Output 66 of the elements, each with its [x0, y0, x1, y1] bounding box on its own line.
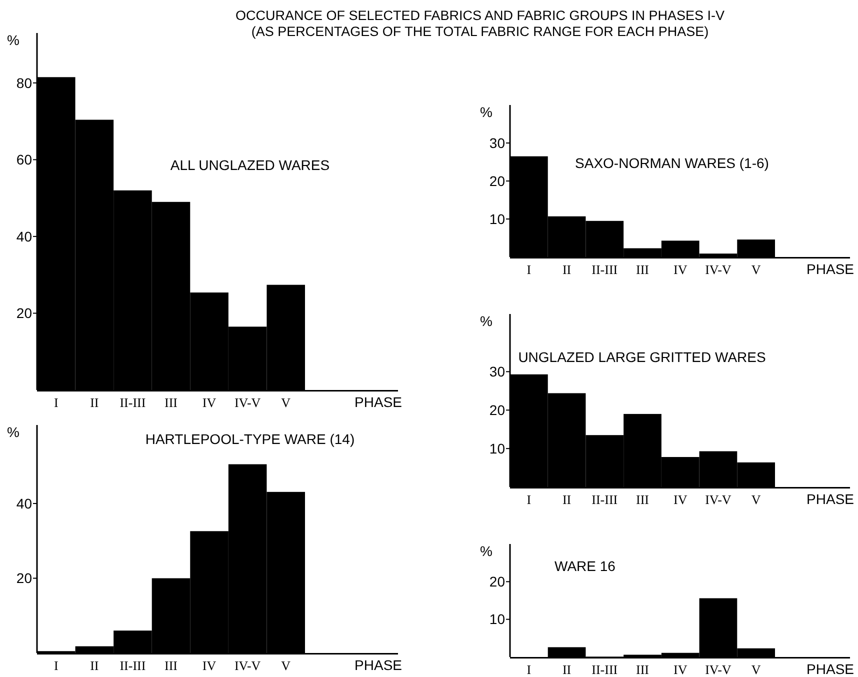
text: OCCURANCE OF SELECTED FABRICS AND FABRIC GROUPS IN PHASES I-V — [235, 8, 725, 23]
x-tick-label: V — [751, 662, 762, 677]
text: (AS PERCENTAGES OF THE TOTAL FABRIC RANGE FOR EACH PHASE) — [251, 24, 709, 39]
x-tick-label: V — [751, 262, 762, 277]
x-tick-label: IV-V — [705, 262, 732, 277]
x-tick-label: II — [562, 492, 572, 507]
x-axis-title: PHASE — [806, 261, 854, 277]
text: HARTLEPOOL-TYPE WARE (14) — [145, 431, 355, 447]
y-tick-label: 80 — [16, 74, 32, 91]
y-axis-title: % — [480, 104, 492, 120]
y-tick-label: 10 — [489, 611, 506, 628]
x-tick-label: IV-V — [234, 395, 262, 410]
x-tick-label: V — [281, 658, 292, 673]
x-tick-label: II — [90, 395, 99, 410]
x-tick-label: II — [562, 262, 572, 277]
x-tick-label: III — [636, 262, 649, 277]
y-axis-title: % — [7, 424, 20, 440]
x-tick-label: V — [751, 492, 762, 507]
x-tick-label: III — [164, 395, 178, 410]
y-tick-label: 20 — [16, 570, 32, 586]
x-axis-title: PHASE — [806, 661, 854, 677]
x-tick-label: IV-V — [234, 658, 262, 673]
x-tick-label: IV-V — [705, 662, 732, 677]
x-tick-label: III — [164, 658, 178, 673]
x-tick-label: I — [526, 262, 532, 277]
x-tick-label: I — [54, 395, 58, 410]
x-tick-label: II-III — [592, 492, 618, 507]
text: UNGLAZED LARGE GRITTED WARES — [518, 349, 766, 365]
x-tick-label: II-III — [120, 658, 146, 673]
x-tick-label: IV — [674, 262, 688, 277]
y-axis-title: % — [480, 313, 492, 329]
x-tick-label: II-III — [592, 262, 618, 277]
x-axis-title: PHASE — [354, 657, 402, 673]
x-tick-label: IV — [674, 492, 688, 507]
x-tick-label: I — [526, 492, 532, 507]
text: ALL UNGLAZED WARES — [170, 157, 330, 173]
y-tick-label: 30 — [489, 134, 506, 151]
x-tick-label: III — [636, 662, 649, 677]
x-tick-label: IV-V — [705, 492, 732, 507]
x-tick-label: II — [562, 662, 572, 677]
x-tick-label: IV — [674, 662, 688, 677]
x-tick-label: II-III — [120, 395, 146, 410]
x-tick-label: V — [281, 395, 292, 410]
x-axis-title: PHASE — [354, 394, 402, 410]
y-tick-label: 30 — [489, 364, 506, 380]
x-tick-label: I — [54, 658, 58, 673]
y-tick-label: 20 — [489, 574, 506, 590]
x-tick-label: IV — [202, 395, 217, 410]
x-tick-label: III — [636, 492, 649, 507]
x-tick-label: II-III — [592, 662, 618, 677]
y-tick-label: 10 — [489, 210, 506, 227]
y-tick-label: 40 — [16, 495, 32, 512]
x-tick-label: II — [90, 658, 99, 673]
x-tick-label: I — [526, 662, 532, 677]
y-tick-label: 20 — [489, 402, 506, 418]
y-tick-label: 60 — [16, 152, 32, 168]
y-axis-title: % — [7, 32, 20, 48]
y-tick-label: 40 — [16, 228, 32, 244]
y-axis-title: % — [480, 543, 492, 559]
y-tick-label: 20 — [16, 305, 32, 322]
x-axis-title: PHASE — [806, 491, 854, 507]
y-tick-label: 10 — [489, 440, 506, 456]
y-tick-label: 20 — [489, 172, 506, 189]
text: SAXO-NORMAN WARES (1-6) — [575, 155, 769, 171]
x-tick-label: IV — [202, 658, 217, 673]
text: WARE 16 — [554, 558, 616, 574]
